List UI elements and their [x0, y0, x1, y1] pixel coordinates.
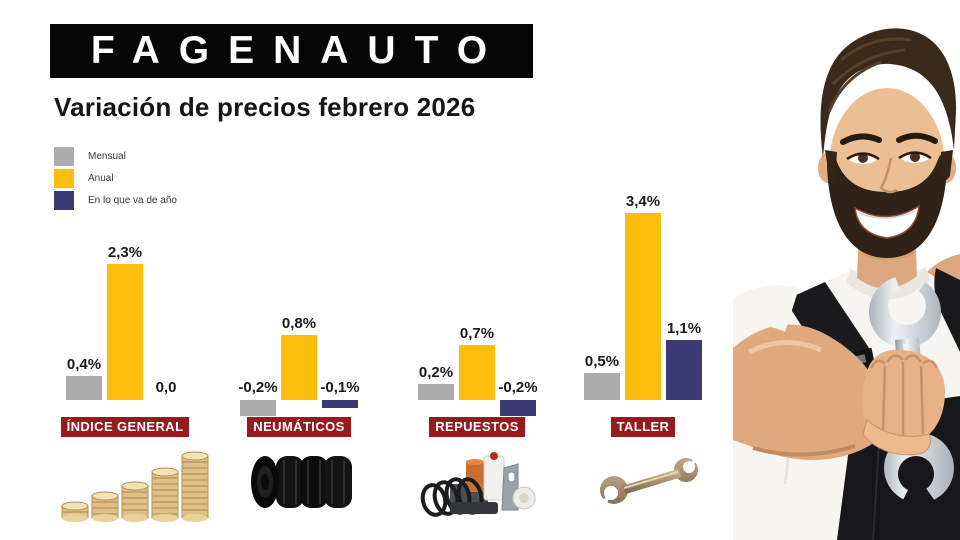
category-label: ÍNDICE GENERAL [60, 417, 190, 437]
category-label: REPUESTOS [429, 417, 525, 437]
car-parts-icon [420, 452, 536, 517]
value-label: -0,2% [238, 379, 278, 396]
legend-item-ytd: En lo que va de año [54, 189, 177, 211]
value-label: 0,8% [281, 315, 317, 333]
value-label: 0,2% [418, 364, 454, 382]
bar [281, 335, 317, 400]
coins-stack-icon [61, 451, 209, 522]
legend-label: En lo que va de año [88, 194, 177, 206]
value-label: 2,3% [107, 244, 143, 262]
bar [322, 400, 358, 409]
mechanic-photo [733, 0, 960, 540]
value-label: 0,5% [584, 352, 620, 370]
tires-icon [251, 456, 352, 508]
value-label: -0,1% [320, 379, 360, 396]
value-label: 0,0 [155, 379, 177, 396]
legend-swatch-mensual [54, 146, 74, 166]
bar [418, 384, 454, 400]
legend-swatch-anual [54, 168, 74, 188]
brand-logo-text: FAGENAUTO [90, 29, 507, 72]
value-label: 0,4% [66, 356, 102, 374]
value-label: 0,7% [459, 324, 495, 342]
bar [666, 339, 702, 400]
legend-label: Anual [88, 172, 114, 184]
bar [66, 376, 102, 400]
wrench-icon [594, 450, 706, 512]
category-label: TALLER [610, 417, 676, 437]
bar-group-1: 0,4% 2,3% 0,0 ÍNDICE GENERAL [60, 185, 190, 437]
bar [584, 372, 620, 400]
page-title: Variación de precios febrero 2026 [54, 92, 476, 122]
bar [625, 213, 661, 400]
legend-item-mensual: Mensual [54, 145, 177, 167]
legend-item-anual: Anual [54, 167, 177, 189]
bar-group-4: 0,5% 3,4% 1,1% TALLER [584, 185, 702, 437]
chart-legend: Mensual Anual En lo que va de año [54, 145, 177, 211]
bar [107, 264, 143, 400]
bar-group-2: -0,2% 0,8% -0,1% NEUMÁTICOS [238, 185, 360, 437]
legend-label: Mensual [88, 150, 126, 162]
value-label: -0,2% [498, 379, 538, 396]
bar-group-3: 0,2% 0,7% -0,2% REPUESTOS [418, 185, 538, 437]
brand-logo: FAGENAUTO [50, 24, 533, 78]
legend-swatch-ytd [54, 190, 74, 210]
value-label: 3,4% [625, 193, 661, 210]
bar [459, 344, 495, 400]
bar [500, 400, 536, 416]
bar [240, 400, 276, 417]
category-label: NEUMÁTICOS [247, 417, 351, 437]
value-label: 1,1% [666, 319, 702, 337]
